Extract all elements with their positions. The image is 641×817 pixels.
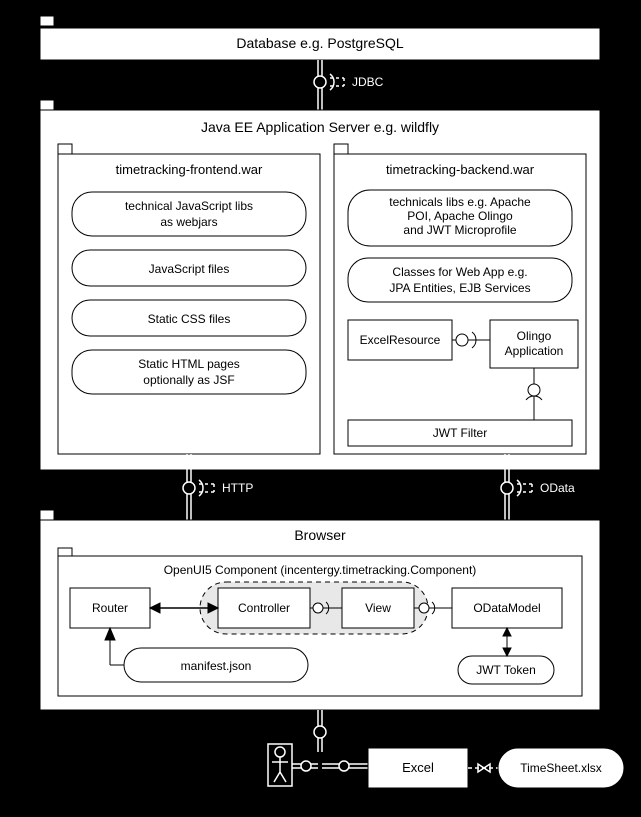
svg-text:JWT Filter: JWT Filter (433, 426, 487, 440)
jdbc-label: JDBC (352, 75, 384, 89)
svg-text:optionally as JSF: optionally as JSF (143, 373, 234, 387)
browser-label: Browser (294, 527, 346, 543)
svg-text:Static HTML pages: Static HTML pages (138, 357, 240, 371)
svg-text:View: View (365, 601, 391, 615)
svg-text:JWT Token: JWT Token (476, 663, 536, 677)
frontend-war: timetracking-frontend.war technical Java… (58, 144, 320, 454)
frontend-label: timetracking-frontend.war (116, 162, 263, 177)
backend-war: timetracking-backend.war technicals libs… (334, 144, 586, 454)
svg-text:Controller: Controller (238, 601, 290, 615)
database-label: Database e.g. PostgreSQL (236, 35, 404, 51)
svg-text:manifest.json: manifest.json (181, 659, 252, 673)
svg-text:Application: Application (505, 344, 564, 358)
svg-text:as webjars: as webjars (160, 215, 217, 229)
svg-text:JPA Entities, EJB Services: JPA Entities, EJB Services (389, 281, 530, 295)
http-label: HTTP (222, 481, 253, 495)
openui5-label: OpenUI5 Component (incentergy.timetracki… (164, 563, 477, 577)
svg-text:technical JavaScript libs: technical JavaScript libs (125, 199, 253, 213)
svg-text:Excel: Excel (402, 760, 434, 775)
svg-text:JavaScript files: JavaScript files (149, 262, 230, 276)
appserver-label: Java EE Application Server e.g. wildfly (201, 119, 439, 135)
svg-text:ODataModel: ODataModel (473, 601, 540, 615)
svg-text:and JWT Microprofile: and JWT Microprofile (403, 223, 516, 237)
svg-text:Router: Router (92, 601, 128, 615)
svg-text:TimeSheet.xlsx: TimeSheet.xlsx (520, 761, 602, 775)
odata-label: OData (540, 481, 575, 495)
svg-text:POI, Apache Olingo: POI, Apache Olingo (407, 209, 513, 223)
svg-text:Static CSS files: Static CSS files (148, 312, 231, 326)
svg-text:Olingo: Olingo (517, 329, 552, 343)
svg-text:ExcelResource: ExcelResource (360, 333, 441, 347)
svg-text:Classes for Web App e.g.: Classes for Web App e.g. (392, 265, 527, 279)
backend-label: timetracking-backend.war (386, 162, 535, 177)
svg-text:technicals libs e.g. Apache: technicals libs e.g. Apache (389, 195, 531, 209)
